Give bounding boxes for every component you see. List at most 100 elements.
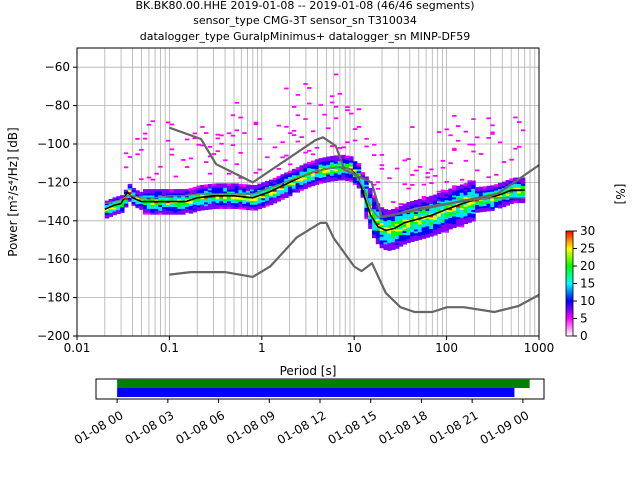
pdf-cell [387,215,392,219]
pdf-cell [310,177,316,181]
pdf-cell [467,216,472,219]
pdf-cell [112,197,117,200]
pdf-cell [391,230,396,233]
pdf-cell [192,196,198,199]
pdf-cell [410,231,415,235]
pdf-cell [471,203,476,207]
pdf-cell [482,188,488,191]
pdf-cell [497,203,503,207]
pdf-cell [345,178,350,182]
pdf-cell [120,204,125,208]
pdf-cell [459,215,465,218]
pdf-cell [242,203,247,206]
pdf-cell [379,207,385,210]
pdf-cell [433,202,438,205]
pdf-cell [173,202,178,206]
pdf-cell [391,210,396,214]
pdf-cell [345,159,350,162]
pdf-cell [242,188,247,191]
pdf-cell [517,185,522,188]
pdf-cell [387,248,392,251]
pdf-cell [429,201,434,205]
pdf-cell [391,209,396,212]
pdf-cell [421,199,427,203]
pdf-cell [310,175,316,179]
pdf-cell [452,206,457,209]
pdf-outlier-cell [226,172,232,175]
pdf-outlier-cell [200,144,205,147]
pdf-cell [379,238,385,241]
pdf-cell [249,190,255,194]
pdf-cell [188,203,194,206]
pdf-cell [326,162,331,165]
pdf-cell [471,190,476,193]
pdf-outlier-cell [204,132,209,134]
pdf-outlier-cell [291,129,297,132]
pdf-outlier-cell [356,108,362,111]
pdf-cell [440,197,446,200]
pdf-cell [303,165,308,168]
pdf-cell [204,186,209,189]
pdf-cell [471,218,476,222]
pdf-cell [295,167,301,170]
pdf-outlier-cell [349,112,354,115]
coverage-bar-data [117,379,530,388]
pdf-cell [417,225,423,229]
pdf-cell [326,173,331,177]
pdf-cell [383,245,388,249]
pdf-cell [494,201,499,204]
pdf-cell [288,193,293,197]
pdf-cell [433,217,438,221]
pdf-cell [444,218,449,222]
pdf-outlier-cell [406,158,411,160]
pdf-cell [352,161,358,164]
pdf-cell [356,162,362,166]
pdf-cell [173,212,178,215]
pdf-cell [421,197,427,201]
pdf-cell [314,166,320,170]
colorbar-gradient [565,230,574,337]
pdf-cell [509,195,514,199]
pdf-cell [406,228,411,232]
pdf-cell [173,208,178,211]
figure-title: BK.BK80.00.HHE 2019-01-08 -- 2019-01-08 … [135,0,474,43]
pdf-outlier-cell [413,169,419,172]
pdf-cell [425,233,430,236]
pdf-cell [150,208,156,211]
pdf-cell [226,189,232,192]
pdf-cell [383,232,388,235]
pdf-cell [413,215,419,218]
pdf-outlier-cell [372,154,377,156]
pdf-cell [215,204,220,207]
pdf-cell [394,209,400,213]
pdf-cell [280,197,285,200]
pdf-outlier-cell [295,140,301,143]
pdf-cell [471,207,476,210]
pdf-cell [184,208,190,211]
pdf-outlier-cell [455,125,461,127]
pdf-cell [391,232,396,235]
pdf-cell [455,197,461,200]
pdf-cell [360,172,365,175]
pdf-cell [265,180,270,184]
pdf-cell [204,188,209,191]
pdf-outlier-cell [230,134,236,137]
pdf-cell [436,225,442,229]
pdf-cell [444,193,449,197]
pdf-outlier-cell [215,150,220,153]
pdf-cell [467,206,472,210]
title-line-2: sensor_type CMG-3T sensor_sn T310034 [193,14,417,27]
pdf-cell [158,208,163,211]
pdf-cell [188,209,194,212]
pdf-cell [364,216,369,220]
pdf-cell [467,202,472,206]
pdf-cell [406,205,411,209]
coverage-tick-label: 01-08 12 [275,408,329,447]
pdf-outlier-cell [219,134,224,137]
pdf-cell [192,207,198,211]
pdf-cell [349,156,354,159]
pdf-cell [433,196,438,200]
pdf-cell [417,222,423,225]
pdf-cell [471,182,476,186]
pdf-cell [295,184,301,187]
